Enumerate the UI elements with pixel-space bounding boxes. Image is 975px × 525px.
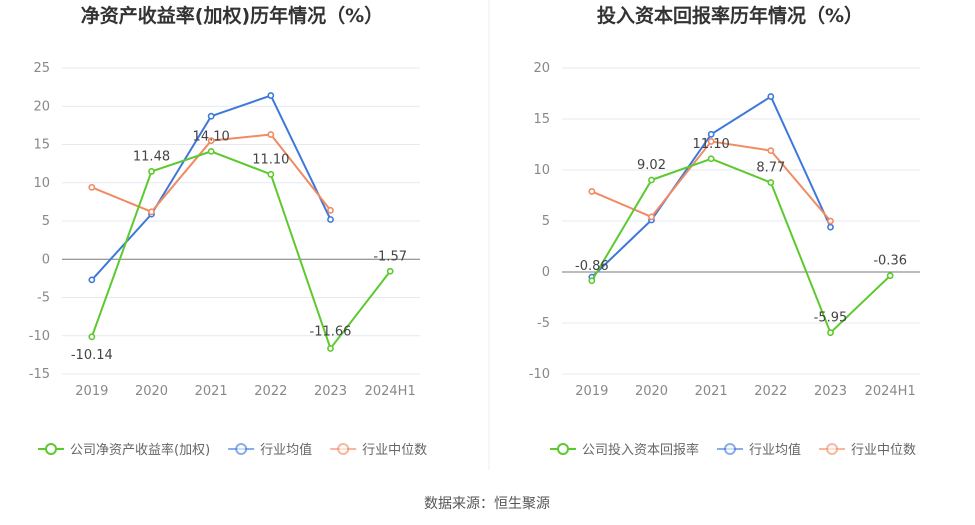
data-point	[148, 208, 155, 216]
data-point	[267, 170, 275, 178]
legend-item-1: 行业均值	[260, 442, 312, 458]
y-tick-label: -5	[537, 316, 550, 331]
y-tick-label: 15	[533, 112, 550, 127]
data-point	[327, 216, 334, 223]
data-source-note: 数据来源：恒生聚源	[424, 496, 550, 512]
y-tick-label: 10	[33, 176, 50, 191]
data-point	[148, 168, 155, 175]
data-point	[707, 130, 715, 138]
data-label: -10.14	[71, 348, 113, 363]
y-tick-label: 15	[33, 138, 50, 153]
series-line-2	[591, 140, 832, 222]
data-point	[207, 137, 215, 145]
legend-marker	[337, 443, 350, 455]
legend-marker	[826, 443, 839, 455]
data-point	[827, 217, 834, 225]
x-tick-label: 2019	[575, 384, 608, 399]
x-tick-label: 2020	[135, 384, 168, 399]
data-point	[207, 147, 215, 155]
x-tick-label: 2020	[635, 384, 668, 399]
data-point	[767, 179, 775, 186]
data-point	[767, 147, 775, 155]
y-tick-label: -10	[529, 367, 550, 382]
y-tick-label: 0	[542, 265, 550, 280]
y-tick-label: -5	[37, 291, 50, 306]
legend-item-0: 公司净资产收益率(加权)	[70, 442, 210, 458]
y-tick-label: 20	[33, 99, 50, 114]
legend-item-2: 行业中位数	[851, 443, 916, 458]
roic-chart-title: 投入资本回报率历年情况（%）	[597, 4, 863, 27]
data-point	[267, 92, 275, 99]
series-line-1	[591, 95, 832, 278]
x-tick-label: 2023	[314, 384, 347, 399]
data-point	[886, 272, 894, 280]
data-point	[327, 206, 334, 214]
x-tick-label: 2022	[254, 384, 287, 399]
y-tick-label: 25	[33, 61, 50, 76]
roic-chart-panel: 投入资本回报率历年情况（%） 20 15 10 5 0 -5 -10 2019 2020 2021 2…	[529, 4, 920, 458]
data-label: -0.86	[575, 259, 609, 274]
data-point	[707, 155, 715, 163]
data-label: 11.10	[252, 152, 289, 167]
x-tick-label: 2021	[695, 384, 728, 399]
data-label: 9.02	[637, 158, 666, 173]
data-point	[267, 131, 275, 138]
data-point	[827, 329, 834, 337]
legend-item-1: 行业均值	[749, 442, 801, 458]
data-label: -11.66	[310, 324, 352, 339]
data-point	[88, 333, 96, 341]
x-tick-label: 2024H1	[365, 384, 416, 399]
series-line-1	[91, 94, 332, 281]
x-tick-label: 2023	[814, 384, 847, 399]
data-point	[207, 112, 215, 120]
x-tick-label: 2021	[195, 384, 228, 399]
y-tick-label: -10	[29, 329, 50, 344]
data-point	[648, 176, 655, 184]
data-label: -1.57	[373, 249, 407, 264]
data-point	[327, 345, 334, 352]
data-label: 11.48	[133, 149, 170, 164]
y-tick-label: 20	[533, 61, 550, 76]
roe-chart-title: 净资产收益率(加权)历年情况（%）	[81, 4, 383, 27]
data-label: -0.36	[873, 254, 907, 269]
data-label: 14.10	[193, 129, 230, 144]
y-tick-label: 10	[533, 163, 550, 178]
y-tick-label: 0	[42, 252, 50, 267]
data-point	[88, 276, 96, 284]
legend-marker	[557, 443, 569, 455]
legend-marker	[45, 443, 57, 455]
data-point	[648, 213, 655, 221]
x-tick-label: 2019	[75, 384, 108, 399]
legend-marker	[724, 443, 737, 455]
data-label: -5.95	[814, 311, 848, 326]
data-point	[827, 223, 834, 231]
data-point	[588, 277, 596, 285]
y-tick-label: 5	[542, 214, 550, 229]
data-label: 11.10	[693, 137, 730, 152]
legend-item-0: 公司投入资本回报率	[582, 442, 699, 458]
x-tick-label: 2024H1	[865, 384, 916, 399]
data-point	[767, 93, 775, 100]
data-point	[386, 267, 394, 275]
y-tick-label: -15	[29, 367, 50, 382]
series-line-0	[590, 157, 891, 334]
legend-item-2: 行业中位数	[362, 443, 427, 458]
data-point	[588, 188, 596, 195]
data-point	[707, 138, 715, 145]
x-tick-label: 2022	[754, 384, 787, 399]
legend-marker	[235, 443, 248, 455]
series-line-0	[90, 150, 391, 350]
y-tick-label: 5	[42, 214, 50, 229]
data-label: 8.77	[756, 161, 785, 176]
roe-chart-panel: 净资产收益率(加权)历年情况（%） 25 20 15 10 5 0 -5 -10 -15 2019 2…	[29, 4, 427, 458]
data-point	[88, 183, 96, 191]
